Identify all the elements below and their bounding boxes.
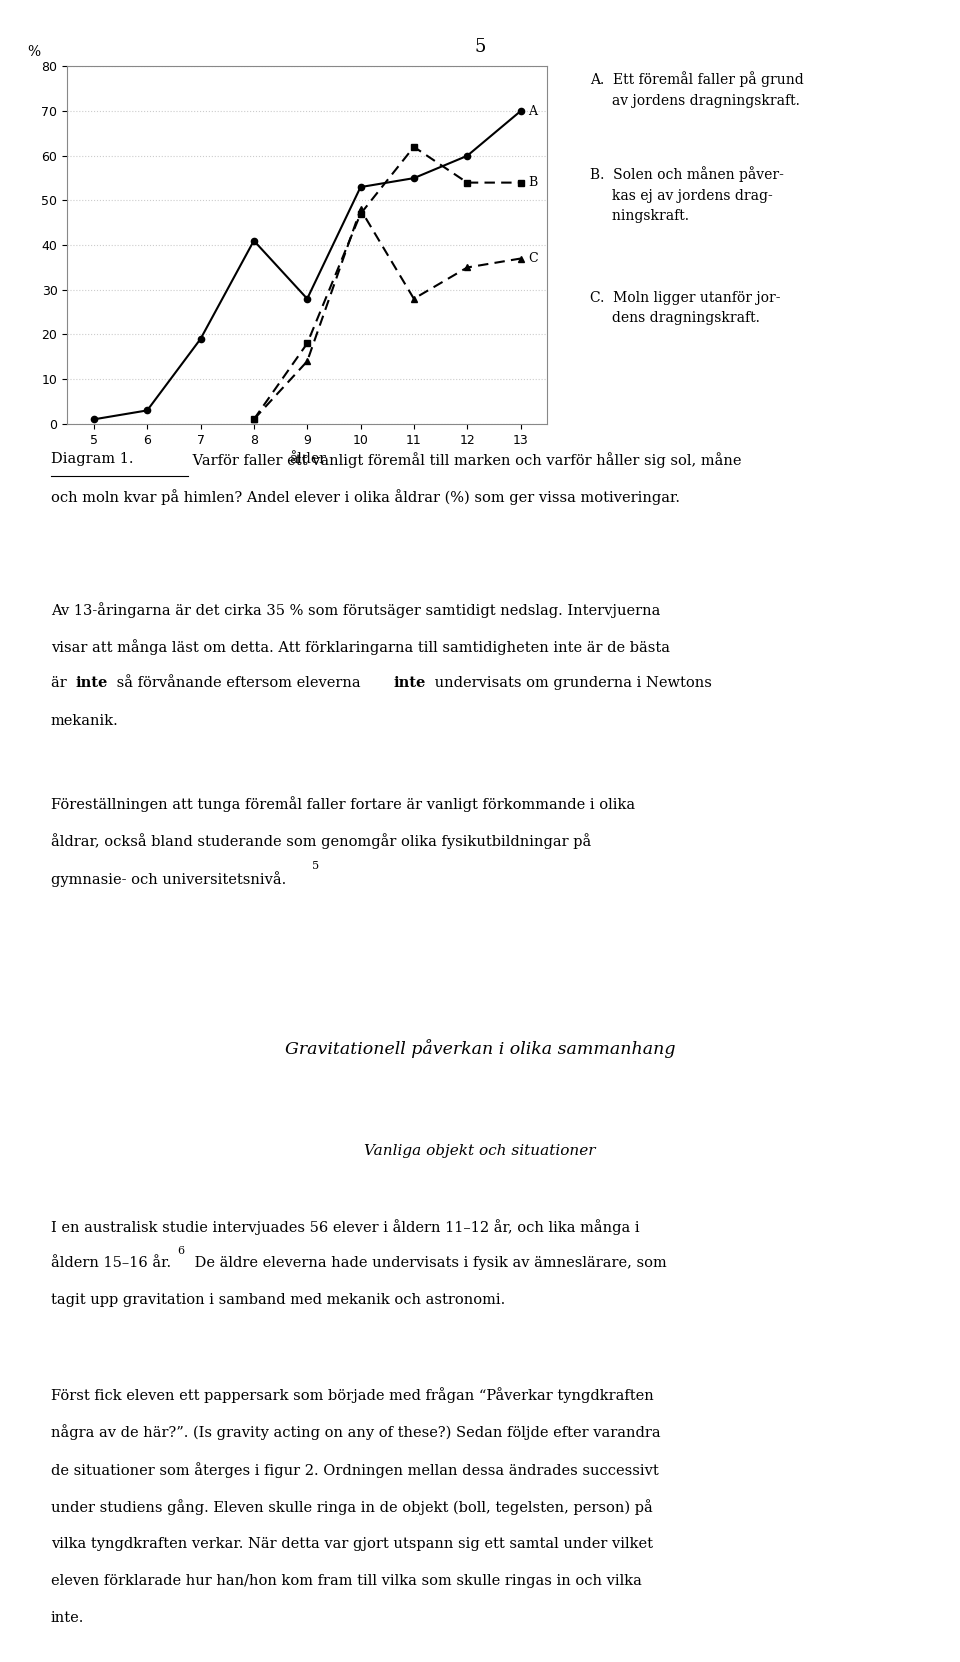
Text: mekanik.: mekanik. [51, 715, 119, 728]
Text: Gravitationell påverkan i olika sammanhang: Gravitationell påverkan i olika sammanha… [285, 1039, 675, 1059]
Text: Föreställningen att tunga föremål faller fortare är vanligt förkommande i olika: Föreställningen att tunga föremål faller… [51, 796, 635, 813]
Text: 6: 6 [178, 1246, 184, 1256]
Text: 5: 5 [312, 861, 319, 871]
Text: inte: inte [394, 676, 426, 690]
Y-axis label: %: % [27, 45, 40, 60]
X-axis label: ålder: ålder [289, 452, 325, 465]
Text: B.  Solen och månen påver-
     kas ej av jordens drag-
     ningskraft.: B. Solen och månen påver- kas ej av jord… [590, 166, 784, 223]
Text: A: A [529, 105, 538, 118]
Text: några av de här?”. (Is gravity acting on any of these?) Sedan följde efter varan: några av de här?”. (Is gravity acting on… [51, 1424, 660, 1441]
Text: Varför faller ett vanligt föremål till marken och varför håller sig sol, måne: Varför faller ett vanligt föremål till m… [188, 452, 742, 469]
Text: så förvånande eftersom eleverna: så förvånande eftersom eleverna [112, 676, 366, 690]
Text: 5: 5 [474, 38, 486, 57]
Text: Först fick eleven ett pappersark som började med frågan “Påverkar tyngdkraften: Först fick eleven ett pappersark som bör… [51, 1386, 654, 1403]
Text: de situationer som återges i figur 2. Ordningen mellan dessa ändrades successivt: de situationer som återges i figur 2. Or… [51, 1463, 659, 1478]
Text: åldrar, också bland studerande som genomgår olika fysikutbildningar på: åldrar, också bland studerande som genom… [51, 834, 591, 849]
Text: vilka tyngdkraften verkar. När detta var gjort utspann sig ett samtal under vilk: vilka tyngdkraften verkar. När detta var… [51, 1536, 653, 1551]
Text: är: är [51, 676, 71, 690]
Text: under studiens gång. Eleven skulle ringa in de objekt (boll, tegelsten, person) : under studiens gång. Eleven skulle ringa… [51, 1499, 653, 1516]
Text: A.  Ett föremål faller på grund
     av jordens dragningskraft.: A. Ett föremål faller på grund av jorden… [590, 71, 804, 108]
Text: I en australisk studie intervjuades 56 elever i åldern 11–12 år, och lika många : I en australisk studie intervjuades 56 e… [51, 1218, 639, 1235]
Text: Av 13-åringarna är det cirka 35 % som förutsäger samtidigt nedslag. Intervjuerna: Av 13-åringarna är det cirka 35 % som fö… [51, 602, 660, 618]
Text: undervisats om grunderna i Newtons: undervisats om grunderna i Newtons [430, 676, 712, 690]
Text: inte: inte [76, 676, 108, 690]
Text: inte.: inte. [51, 1610, 84, 1625]
Text: tagit upp gravitation i samband med mekanik och astronomi.: tagit upp gravitation i samband med meka… [51, 1293, 505, 1308]
Text: och moln kvar på himlen? Andel elever i olika åldrar (%) som ger vissa motiverin: och moln kvar på himlen? Andel elever i … [51, 489, 680, 505]
Text: Diagram 1.: Diagram 1. [51, 452, 133, 465]
Text: gymnasie- och universitetsnivå.: gymnasie- och universitetsnivå. [51, 871, 291, 888]
Text: åldern 15–16 år.: åldern 15–16 år. [51, 1256, 171, 1270]
Text: eleven förklarade hur han/hon kom fram till vilka som skulle ringas in och vilka: eleven förklarade hur han/hon kom fram t… [51, 1574, 641, 1587]
Text: C: C [529, 253, 539, 264]
Text: De äldre eleverna hade undervisats i fysik av ämneslärare, som: De äldre eleverna hade undervisats i fys… [190, 1256, 667, 1270]
Text: B: B [529, 176, 538, 189]
Text: Vanliga objekt och situationer: Vanliga objekt och situationer [364, 1143, 596, 1158]
Text: C.  Moln ligger utanför jor-
     dens dragningskraft.: C. Moln ligger utanför jor- dens dragnin… [590, 291, 780, 326]
Text: visar att många läst om detta. Att förklaringarna till samtidigheten inte är de : visar att många läst om detta. Att förkl… [51, 638, 670, 655]
